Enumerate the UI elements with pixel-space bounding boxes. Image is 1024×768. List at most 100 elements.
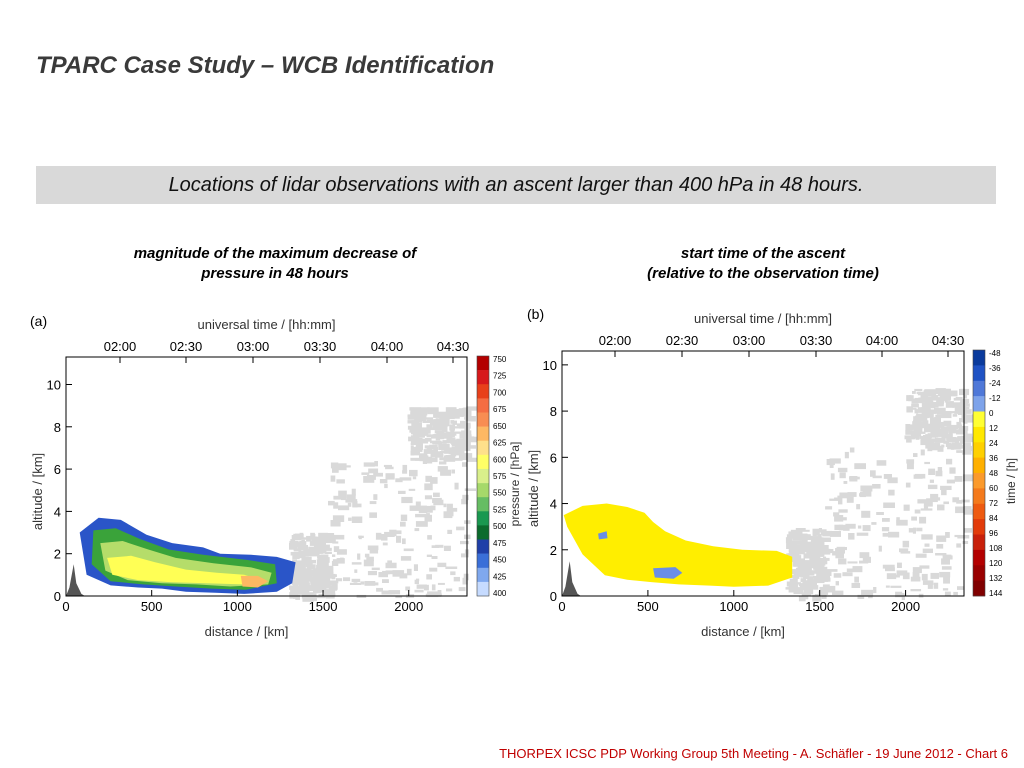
colorbar-swatch	[477, 426, 489, 441]
cloud-cell	[409, 469, 418, 477]
cloud-cell	[915, 553, 927, 558]
cloud-cell	[311, 538, 323, 545]
cloud-cell	[942, 588, 949, 591]
cloud-cell	[446, 503, 453, 510]
colorbar-frame	[476, 355, 490, 597]
cloud-cell	[322, 581, 326, 588]
cloud-cell	[935, 414, 940, 419]
cloud-cell	[919, 417, 928, 422]
cloud-cell	[297, 572, 309, 576]
cloud-cell	[306, 588, 314, 592]
cloud-cell	[941, 488, 947, 496]
cloud-cell	[900, 551, 911, 554]
cloud-cell	[910, 576, 921, 582]
cloud-cell	[833, 573, 842, 578]
cloud-cell	[332, 515, 345, 522]
cloud-cell	[323, 544, 330, 551]
cloud-cell	[421, 505, 433, 513]
cloud-cell	[426, 447, 433, 452]
cloud-cell	[460, 410, 472, 417]
cloud-cell	[903, 504, 910, 511]
cloud-cell	[400, 514, 408, 521]
cloud-cell	[336, 479, 345, 484]
cloud-cell	[299, 532, 304, 540]
cloud-cell	[416, 578, 420, 582]
cloud-cell	[453, 409, 463, 413]
y-tick-label: 4	[550, 497, 557, 512]
cloud-cell	[895, 591, 903, 598]
colorbar-tick-label: 625	[493, 439, 507, 448]
colorbar-tick-label: -48	[989, 349, 1001, 358]
cloud-cell	[795, 567, 806, 572]
cloud-cell	[316, 559, 327, 566]
cloud-cell	[290, 539, 296, 542]
cloud-cell	[957, 586, 965, 590]
cloud-cell	[410, 435, 420, 440]
cloud-cell	[431, 556, 438, 559]
cloud-cell	[954, 406, 960, 414]
top-tick-label: 03:30	[800, 333, 833, 348]
cloud-cell	[427, 407, 439, 415]
cloud-cell	[332, 554, 336, 557]
cloud-cell	[433, 419, 440, 424]
cloud-cell	[915, 424, 923, 429]
cloud-cell	[387, 560, 392, 565]
colorbar-tick-label: 48	[989, 469, 998, 478]
cloud-cell	[960, 398, 970, 404]
cloud-cell	[961, 403, 970, 407]
cloud-cell	[791, 540, 804, 545]
cloud-cell	[822, 530, 832, 537]
cloud-cell	[963, 395, 967, 399]
colorbar-tick-label: 72	[989, 499, 998, 508]
cloud-cell	[810, 559, 823, 565]
colorbar-tick-label: 700	[493, 388, 507, 397]
cloud-cell	[962, 445, 972, 451]
cloud-cell	[813, 562, 825, 570]
cloud-cell	[462, 448, 471, 451]
cloud-cell	[792, 583, 798, 589]
colorbar-tick-label: 144	[989, 589, 1003, 598]
cloud-cell	[802, 560, 809, 563]
cloud-cell	[337, 558, 345, 564]
cloud-cell	[351, 516, 363, 523]
cloud-cell	[342, 465, 351, 468]
cloud-cell	[396, 535, 402, 543]
colorbar-swatch	[973, 365, 985, 382]
cloud-cell	[792, 560, 801, 567]
cloud-cell	[369, 547, 379, 554]
cloud-cell	[309, 559, 316, 564]
cloud-cell	[413, 451, 418, 455]
cloud-cell	[921, 573, 928, 581]
cloud-cell	[922, 420, 929, 427]
plot-frame	[65, 356, 468, 597]
cloud-cell	[323, 584, 331, 589]
cloud-cell	[297, 545, 308, 551]
cloud-cell	[301, 541, 307, 548]
cloud-cell	[293, 548, 301, 551]
cloud-cell	[883, 474, 892, 479]
colorbar-swatch	[973, 350, 985, 366]
cloud-cell	[923, 500, 933, 507]
colorbar-swatch	[477, 567, 489, 583]
cloud-cell	[844, 451, 849, 459]
cloud-cell	[956, 450, 964, 453]
cloud-cell	[414, 528, 420, 532]
cloud-cell	[442, 440, 452, 444]
cloud-cell	[361, 472, 370, 475]
cloud-cell	[400, 521, 406, 527]
cloud-cell	[825, 506, 833, 510]
y-tick-label: 2	[54, 547, 61, 562]
cloud-cell	[336, 463, 347, 471]
cloud-cell	[925, 396, 934, 401]
cloud-cell	[830, 473, 835, 480]
cloud-cell	[312, 536, 318, 541]
cloud-cell	[317, 586, 326, 592]
cloud-cell	[812, 541, 819, 549]
cloud-cell	[452, 431, 464, 434]
cloud-cell	[899, 548, 909, 553]
cloud-cell	[411, 422, 422, 429]
cloud-cell	[838, 497, 843, 505]
cloud-cell	[959, 439, 964, 444]
colorbar-tick-label: 525	[493, 505, 507, 514]
